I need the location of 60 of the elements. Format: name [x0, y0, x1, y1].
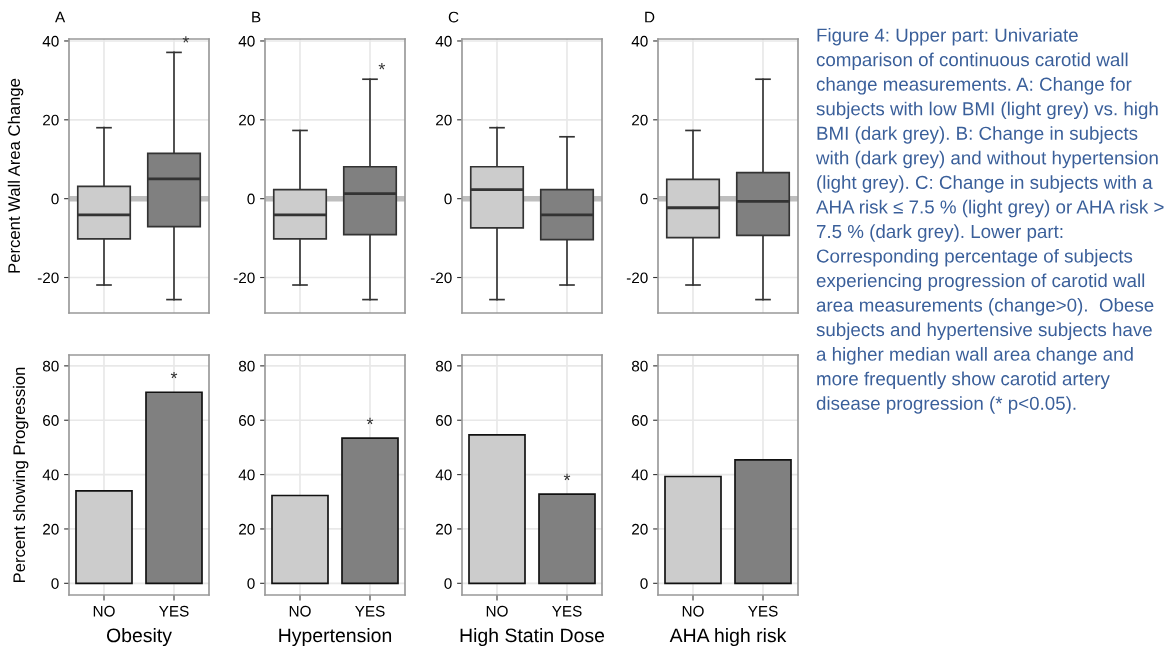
y-tick-label: 80 — [631, 360, 648, 372]
y-tick-label: -20 — [626, 272, 648, 284]
y-tick-label: 40 — [42, 35, 59, 47]
y-tick-label: 40 — [631, 469, 648, 481]
annotation: * — [366, 417, 374, 425]
chart-title: B — [252, 11, 261, 23]
y-tick-label: 80 — [238, 360, 255, 372]
annotation: * — [378, 63, 386, 70]
chart-title: A — [55, 11, 66, 23]
x-tick-label: YES — [552, 605, 582, 617]
x-tick-label: NO — [486, 605, 508, 617]
x-axis-title: AHA high risk — [669, 627, 787, 647]
text: Figure 4: Upper part: Univariate comparison of continuous carotid wall change measurements. A: Change for subjects with low BMI (light grey) vs. high BMI (dark grey). B: Change in subjects with (dark grey) and without hypertension (light grey). C: Change in subjects with a AHA risk ≤ 7.5 % (light grey) or AHA risk > 7.5 % (dark grey). Lower part: Corresponding percentage of subjects experiencing progression of carotid wall area measurements (change>0). Obese subjects and hypertensive subjects have a higher median wall area change and more frequently show carotid artery disease progression (* p<0.05). — [815, 28, 1164, 414]
y-tick-label: 0 — [640, 578, 648, 589]
annotation: * — [563, 473, 571, 481]
y-tick-label: 0 — [51, 578, 59, 589]
y-tick-label: 0 — [247, 578, 255, 589]
y-tick-label: 20 — [436, 114, 452, 126]
y-tick-label: 20 — [239, 114, 255, 126]
y-tick-label: 20 — [43, 114, 59, 126]
y-tick-label: -20 — [233, 272, 255, 284]
y-axis-title: Percent showing Progression — [12, 367, 29, 583]
y-tick-label: 60 — [239, 415, 255, 426]
x-axis-title: High Statin Dose — [460, 627, 605, 647]
y-tick-label: 80 — [42, 360, 59, 372]
y-tick-label: 60 — [436, 415, 452, 426]
annotation: * — [170, 371, 178, 379]
y-tick-label: 0 — [640, 193, 648, 205]
x-tick-label: YES — [748, 605, 778, 617]
y-tick-label: 60 — [632, 415, 648, 426]
y-tick-label: 40 — [435, 469, 452, 481]
y-tick-label: 60 — [43, 415, 59, 426]
chart-title: C — [448, 11, 459, 23]
y-tick-label: 40 — [42, 469, 59, 481]
x-tick-label: NO — [682, 605, 704, 617]
x-tick-label: YES — [355, 605, 385, 617]
y-tick-label: 0 — [444, 578, 452, 589]
y-tick-label: 80 — [435, 360, 452, 372]
x-tick-label: YES — [159, 605, 189, 617]
y-tick-label: 20 — [43, 523, 59, 535]
y-tick-label: 40 — [631, 35, 648, 47]
y-tick-label: 20 — [632, 114, 648, 126]
x-tick-label: NO — [289, 605, 311, 617]
y-tick-label: 0 — [444, 193, 452, 205]
x-axis-title: Obesity — [106, 627, 172, 647]
annotation: * — [182, 36, 190, 43]
y-tick-label: -20 — [37, 272, 59, 284]
y-axis-title: Percent Wall Area Change — [7, 78, 24, 273]
x-tick-label: NO — [93, 605, 115, 617]
y-tick-label: 40 — [238, 35, 255, 47]
y-tick-label: 20 — [632, 523, 648, 535]
y-tick-label: 40 — [435, 35, 452, 47]
y-tick-label: 0 — [247, 193, 255, 205]
y-tick-label: 40 — [238, 469, 255, 481]
chart-title: D — [645, 11, 655, 23]
y-tick-label: 20 — [239, 523, 255, 535]
y-tick-label: 20 — [436, 523, 452, 535]
y-tick-label: -20 — [430, 272, 452, 284]
y-tick-label: 0 — [51, 193, 59, 205]
x-axis-title: Hypertension — [279, 627, 392, 647]
